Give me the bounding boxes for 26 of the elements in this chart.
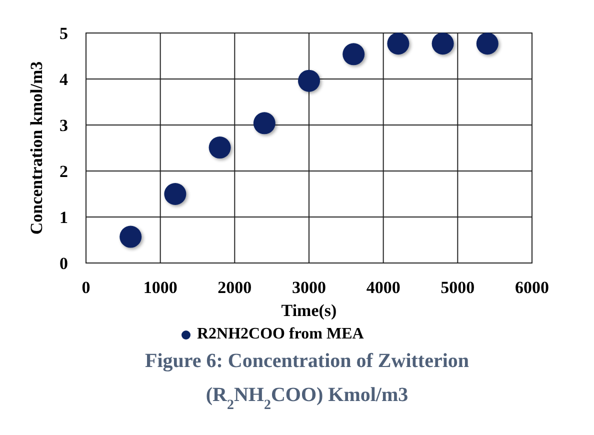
point <box>342 43 365 66</box>
point <box>164 183 186 205</box>
point <box>387 32 410 55</box>
y-tick-label: 1 <box>60 208 68 227</box>
x-axis-title: Time(s) <box>281 301 337 320</box>
y-tick-label: 0 <box>60 254 68 273</box>
x-tick-label: 5000 <box>440 278 475 297</box>
caption: Figure 6: Concentration of Zwitterion (R$_{2}$NH$_{2}$COO) Kmol/m3 <box>144 350 470 412</box>
point <box>476 32 498 55</box>
y-tick-label: 3 <box>60 116 68 135</box>
x-tick-label: 4000 <box>366 278 400 297</box>
x-tick-label: 0 <box>82 278 90 297</box>
x-tick-label: 3000 <box>292 278 326 297</box>
y-tick-label: 2 <box>60 162 68 181</box>
x-tick-label: 6000 <box>515 278 549 297</box>
x-tick-label: 1000 <box>143 278 178 297</box>
point <box>298 70 320 92</box>
point <box>253 112 276 134</box>
y-tick-label: 4 <box>60 70 68 89</box>
y-tick-label: 5 <box>60 24 68 43</box>
y-axis-title: Concentration kmol/m3 <box>27 61 46 235</box>
x-tick-label: 2000 <box>218 278 252 297</box>
point <box>432 32 454 55</box>
point <box>208 136 231 159</box>
legend-label: R2NH2COO from MEA <box>197 326 364 343</box>
point <box>120 226 142 248</box>
